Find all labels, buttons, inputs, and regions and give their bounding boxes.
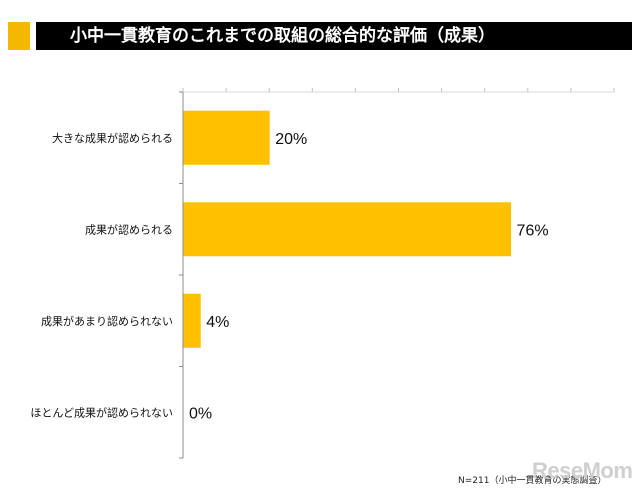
- data-label: 4%: [206, 314, 229, 331]
- category-label: 大きな成果が認められる: [52, 131, 173, 145]
- data-label: 0%: [189, 405, 212, 422]
- title-accent-block: [8, 22, 30, 50]
- chart-title: 小中一貫教育のこれまでの取組の総合的な評価（成果）: [36, 22, 632, 50]
- bar: [183, 110, 270, 165]
- category-label: ほとんど成果が認められない: [30, 405, 173, 419]
- footnote: N=211（小中一貫教育の実態調査）: [458, 476, 607, 486]
- watermark-logo: ReseMom: [532, 458, 633, 483]
- bar: [183, 202, 512, 257]
- data-label: 20%: [275, 131, 307, 148]
- title-bar: 小中一貫教育のこれまでの取組の総合的な評価（成果）: [8, 22, 632, 50]
- category-label: 成果が認められる: [85, 222, 173, 236]
- category-label: 成果があまり認められない: [41, 314, 173, 328]
- data-label: 76%: [517, 222, 549, 239]
- bar: [183, 293, 201, 348]
